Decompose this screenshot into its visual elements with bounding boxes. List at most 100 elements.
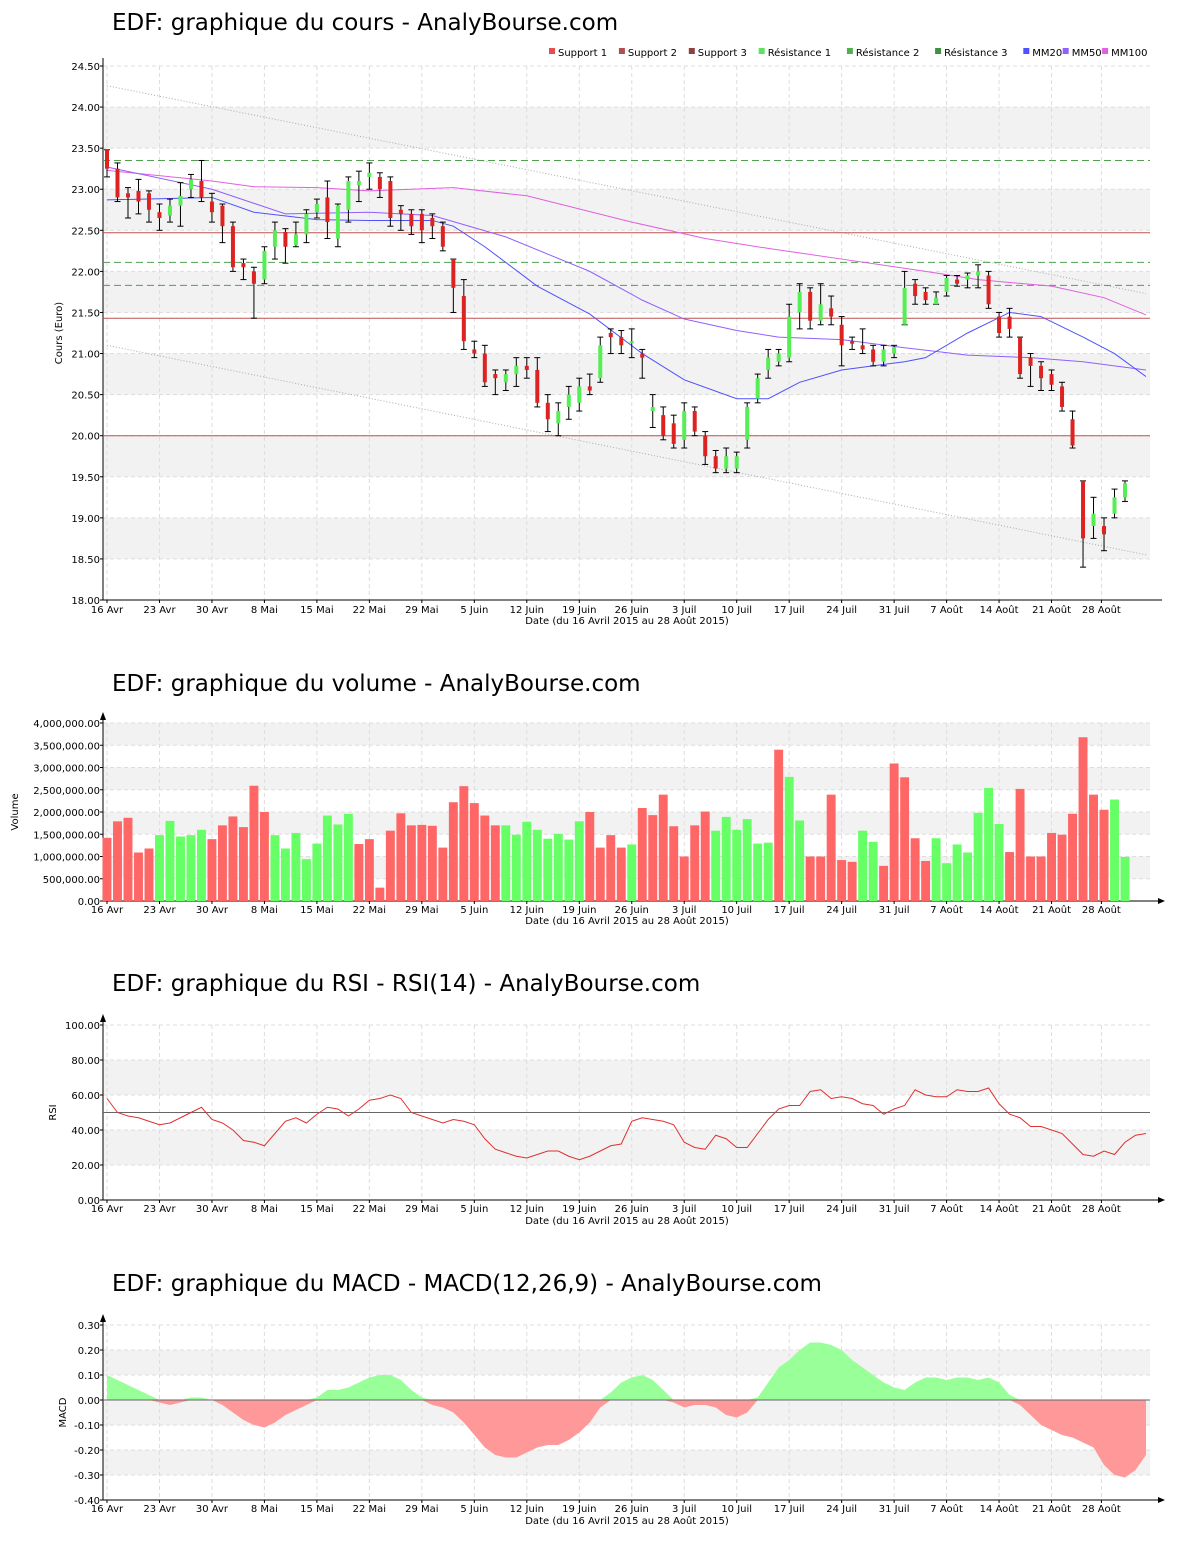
x-tick-label: 24 Juil bbox=[826, 605, 857, 616]
y-tick-label: -0.30 bbox=[74, 1471, 100, 1482]
candle-body bbox=[850, 341, 855, 344]
legend-label: Support 3 bbox=[698, 48, 747, 59]
volume-bar bbox=[574, 821, 584, 901]
y-tick-label: 0.00 bbox=[78, 1196, 100, 1207]
volume-bar bbox=[417, 824, 427, 901]
volume-bar bbox=[532, 829, 542, 901]
volume-bar bbox=[595, 847, 605, 901]
x-tick-label: 19 Juin bbox=[562, 605, 596, 616]
volume-bar bbox=[522, 821, 532, 901]
candle-body bbox=[283, 231, 288, 247]
macd-chart: -0.40 -0.30 -0.20 -0.10 0.00 0.10 0.20 0.30 16 A… bbox=[58, 1314, 1165, 1527]
macd-chart-title: EDF: graphique du MACD - MACD(12,26,9) -… bbox=[112, 1271, 822, 1297]
volume-bar bbox=[501, 825, 511, 901]
candle-body bbox=[808, 291, 813, 321]
volume-bar bbox=[721, 816, 731, 901]
candle-body bbox=[1039, 365, 1044, 379]
volume-bar bbox=[669, 826, 679, 901]
x-tick-label: 23 Avr bbox=[143, 1504, 176, 1515]
candle-body bbox=[1049, 374, 1054, 385]
y-axis-label: MACD bbox=[58, 1397, 69, 1427]
x-tick-label: 7 Août bbox=[930, 1503, 963, 1515]
candle-body bbox=[325, 197, 330, 223]
x-tick-label: 12 Juin bbox=[510, 1204, 544, 1215]
y-tick-label: 22.50 bbox=[71, 226, 100, 237]
mm100-line bbox=[106, 169, 1147, 316]
volume-bar bbox=[1099, 809, 1109, 901]
y-tick-label: 20.00 bbox=[71, 432, 100, 443]
volume-bar bbox=[879, 865, 889, 901]
x-tick-label: 17 Juil bbox=[774, 1204, 805, 1215]
x-tick-label: 24 Juil bbox=[826, 1204, 857, 1215]
y-axis-label: Cours (Euro) bbox=[54, 302, 65, 365]
volume-bar bbox=[648, 815, 658, 901]
rsi-line bbox=[106, 1087, 1147, 1161]
y-tick-label: 21.50 bbox=[71, 308, 100, 319]
volume-bar bbox=[385, 830, 395, 901]
candle-body bbox=[619, 337, 624, 346]
legend-swatch bbox=[1023, 48, 1030, 54]
candle-body bbox=[587, 386, 592, 391]
volume-bar bbox=[259, 812, 269, 901]
candle-body bbox=[262, 250, 267, 280]
candle-body bbox=[902, 287, 907, 325]
legend-label: MM100 bbox=[1111, 48, 1147, 59]
y-axis-arrow bbox=[100, 1014, 106, 1022]
y-tick-label: 0.00 bbox=[78, 1396, 100, 1407]
y-tick-label: 2,500,000.00 bbox=[33, 786, 100, 797]
candle-body bbox=[787, 316, 792, 358]
candle-body bbox=[650, 406, 655, 412]
candle-body bbox=[1102, 526, 1107, 535]
candle-body bbox=[136, 190, 141, 202]
x-tick-label: 15 Mai bbox=[300, 1204, 333, 1215]
y-tick-label: 3,000,000.00 bbox=[33, 764, 100, 775]
x-tick-label: 15 Mai bbox=[300, 905, 333, 916]
x-tick-label: 17 Juil bbox=[774, 1504, 805, 1515]
x-tick-label: 29 Mai bbox=[405, 605, 438, 616]
volume-bar bbox=[480, 815, 490, 901]
y-tick-label: 19.00 bbox=[71, 514, 100, 525]
volume-bar bbox=[113, 821, 122, 901]
x-tick-label: 26 Juin bbox=[615, 1504, 649, 1515]
plot-band bbox=[103, 107, 1150, 149]
x-tick-label: 22 Mai bbox=[353, 1204, 386, 1215]
y-tick-label: 1,500,000.00 bbox=[33, 830, 100, 841]
volume-bar bbox=[123, 817, 133, 901]
x-tick-label: 31 Juil bbox=[879, 905, 910, 916]
volume-bar bbox=[858, 830, 868, 901]
candle-body bbox=[682, 411, 687, 440]
y-tick-label: 2,000,000.00 bbox=[33, 808, 100, 819]
macd-positive-area bbox=[107, 1342, 1146, 1400]
candle-body bbox=[440, 226, 445, 247]
plot-band bbox=[103, 353, 1150, 395]
plot-band bbox=[103, 723, 1150, 746]
x-tick-label: 30 Avr bbox=[196, 605, 229, 616]
candle-body bbox=[839, 324, 844, 346]
y-tick-label: 0.20 bbox=[78, 1346, 100, 1357]
y-axis-arrow bbox=[100, 1314, 106, 1322]
volume-bar bbox=[301, 859, 311, 901]
y-tick-label: 21.00 bbox=[71, 350, 100, 361]
volume-bar bbox=[994, 824, 1004, 901]
candle-body bbox=[472, 349, 477, 354]
volume-chart-title: EDF: graphique du volume - AnalyBourse.c… bbox=[112, 671, 641, 697]
x-tick-label: 8 Mai bbox=[251, 605, 278, 616]
plot-band bbox=[103, 1400, 1150, 1425]
volume-bar bbox=[1036, 856, 1046, 901]
x-tick-label: 16 Avr bbox=[91, 905, 124, 916]
legend-swatch bbox=[846, 48, 853, 54]
candle-body bbox=[388, 181, 393, 218]
x-tick-label: 12 Juin bbox=[510, 605, 544, 616]
x-tick-label: 5 Juin bbox=[460, 605, 488, 616]
x-tick-label: 26 Juin bbox=[615, 605, 649, 616]
legend-label: Résistance 1 bbox=[768, 47, 831, 59]
candle-body bbox=[125, 193, 130, 198]
volume-bar bbox=[196, 829, 206, 901]
x-tick-label: 8 Mai bbox=[251, 905, 278, 916]
x-tick-label: 10 Juil bbox=[721, 1504, 752, 1515]
volume-bar bbox=[805, 856, 815, 901]
candle-body bbox=[1070, 419, 1075, 446]
candle-body bbox=[209, 201, 214, 213]
x-tick-label: 23 Avr bbox=[143, 1204, 176, 1215]
candle-body bbox=[314, 204, 319, 213]
